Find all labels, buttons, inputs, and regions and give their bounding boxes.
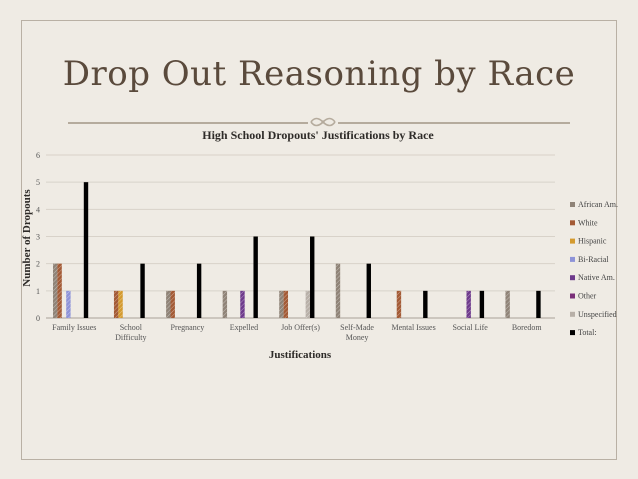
- legend-label: White: [578, 218, 598, 227]
- chart-grid: [46, 154, 555, 319]
- bar-texture: [222, 290, 228, 318]
- chart-bars: [53, 182, 541, 318]
- y-axis-title: Number of Dropouts: [21, 189, 33, 287]
- bar-texture: [170, 290, 175, 318]
- bar: [536, 290, 541, 318]
- slide-title: Drop Out Reasoning by Race: [62, 54, 576, 94]
- bar-texture: [396, 290, 402, 318]
- x-axis-title: Justifications: [269, 349, 332, 361]
- legend-swatch: [570, 220, 575, 226]
- y-tick-label: 6: [36, 151, 40, 160]
- bar: [423, 290, 428, 318]
- legend-swatch: [570, 275, 575, 281]
- title-rule-left: [68, 122, 308, 124]
- legend-label: African Am.: [578, 200, 618, 209]
- y-tick-label: 2: [36, 260, 40, 269]
- x-tick-label: Money: [346, 333, 369, 342]
- legend-swatch: [570, 256, 575, 262]
- bar: [140, 263, 145, 318]
- x-tick-label: Mental Issues: [392, 323, 436, 332]
- chart-legend: African Am. White Hispanic Bi-Racial Native …: [570, 200, 618, 337]
- y-tick-label: 5: [36, 178, 40, 187]
- bar-texture: [113, 290, 119, 318]
- bar: [310, 236, 315, 318]
- y-tick-label: 1: [36, 287, 40, 296]
- bar: [83, 182, 89, 318]
- title-rule-right: [338, 122, 570, 124]
- legend-swatch: [570, 293, 575, 299]
- legend-swatch: [570, 238, 575, 244]
- x-tick-label: Difficulty: [115, 333, 146, 342]
- x-tick-label: Pregnancy: [171, 323, 205, 332]
- slide-frame: [21, 20, 617, 460]
- bar: [366, 263, 371, 318]
- x-tick-label: Social Life: [453, 323, 489, 332]
- x-tick-label: Self-Made: [340, 323, 374, 332]
- legend-swatch: [570, 330, 575, 336]
- bar-texture: [66, 290, 71, 318]
- bar-texture: [279, 290, 284, 318]
- x-tick-label: Job Offer(s): [281, 323, 320, 332]
- legend-swatch: [570, 311, 575, 317]
- x-tick-label: Expelled: [230, 323, 258, 332]
- bar-texture: [283, 290, 289, 318]
- x-tick-label: Family Issues: [52, 323, 96, 332]
- bar-texture: [57, 263, 62, 318]
- legend-label: Hispanic: [578, 237, 607, 246]
- legend-label: Total:: [578, 328, 597, 337]
- bar-texture: [53, 263, 58, 318]
- bar-texture: [240, 290, 245, 318]
- y-tick-labels: 0 1 2 3 4 5 6: [36, 151, 40, 323]
- x-tick-label: School: [120, 323, 143, 332]
- chart-title: High School Dropouts' Justifications by …: [202, 128, 434, 142]
- legend-label: Unspecified: [578, 310, 617, 319]
- bar-texture: [118, 290, 123, 318]
- bar-texture: [166, 290, 171, 318]
- bar-texture: [305, 290, 311, 318]
- y-tick-label: 4: [36, 205, 40, 214]
- bar: [253, 236, 258, 318]
- legend-swatch: [570, 202, 575, 207]
- legend-label: Native Am.: [578, 273, 615, 282]
- y-tick-label: 3: [36, 233, 40, 242]
- bar-texture: [466, 290, 471, 318]
- ornament-icon: [310, 117, 336, 127]
- bar-texture: [505, 290, 510, 318]
- legend-label: Other: [578, 292, 597, 301]
- y-tick-label: 0: [36, 314, 40, 323]
- bar: [479, 290, 485, 318]
- x-tick-label: Boredom: [512, 323, 543, 332]
- bar: [196, 263, 202, 318]
- bar-texture: [335, 263, 341, 318]
- legend-label: Bi-Racial: [578, 255, 609, 264]
